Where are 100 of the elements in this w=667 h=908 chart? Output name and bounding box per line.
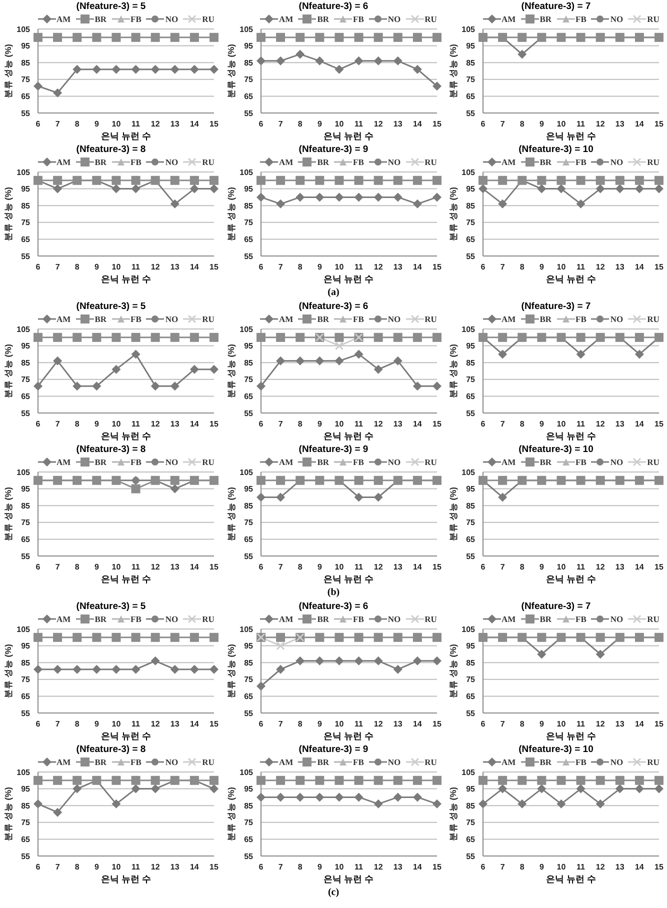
point [131,632,140,642]
x-tick-label: 10 [334,562,344,572]
y-tick-label: 95 [466,42,476,51]
point [295,50,304,59]
x-tick-label: 15 [432,420,442,429]
legend-label: RU [424,14,437,24]
x-tick-label: 13 [615,120,625,129]
x-tick-label: 11 [354,262,364,272]
point [34,332,42,342]
point [537,784,546,794]
point [190,364,199,374]
point [190,664,199,674]
point [150,776,160,785]
x-tick-label: 15 [432,120,442,129]
x-tick-label: 7 [278,862,283,872]
point [256,682,265,691]
x-tick-label: 15 [210,862,219,872]
y-tick-label: 105 [239,468,254,477]
point [210,664,218,674]
x-tick-label: 12 [150,120,160,129]
y-axis-title: 분류 성능 (%) [3,644,14,698]
legend-label: NO [165,314,178,324]
legend-label: NO [610,157,624,167]
point [190,632,199,642]
legend-label: BR [317,314,330,324]
point [634,776,644,785]
x-axis-title: 은닉 뉴런 수 [322,273,374,286]
x-tick-label: 10 [556,420,566,429]
legend-label: RU [647,457,660,467]
x-tick-label: 13 [170,120,180,129]
y-tick-label: 65 [21,392,31,402]
x-tick-label: 10 [112,562,122,572]
point [190,184,199,194]
legend-label: AM [279,614,294,624]
legend-label: BR [317,457,330,467]
point [256,332,265,342]
x-tick-label: 8 [74,720,80,729]
point [170,664,180,674]
y-tick-label: 75 [466,818,476,828]
point [354,56,363,66]
point [314,176,324,185]
point [576,176,586,185]
y-tick-label: 75 [244,675,254,684]
legend-label: AM [279,457,294,467]
y-tick-label: 75 [21,818,31,828]
x-tick-label: 7 [500,420,506,429]
x-tick-label: 7 [55,262,60,272]
point [112,32,121,42]
legend-label: FB [576,157,586,167]
chart-title: (Nfeature-3) = 6 [298,600,370,613]
y-tick-label: 105 [16,24,31,34]
point [276,356,285,366]
legend-label: AM [56,14,71,24]
point [210,32,218,42]
point [295,792,304,802]
x-axis-title: 은닉 뉴런 수 [322,130,374,143]
point [256,792,265,802]
point [210,364,218,374]
y-tick-label: 75 [244,218,254,228]
x-tick-label: 11 [354,420,364,429]
legend-label: RU [647,157,660,167]
legend-label: FB [576,457,586,467]
x-axis-title: 은닉 뉴런 수 [544,430,597,443]
y-tick-label: 85 [21,501,31,510]
legend-label: RU [424,614,437,624]
point [92,32,102,42]
x-tick-label: 12 [596,720,606,729]
point [210,64,218,74]
point [276,632,285,642]
legend-label: AM [279,314,294,324]
x-tick-label: 7 [278,262,283,272]
point [34,382,42,391]
point [314,56,324,66]
x-tick-label: 12 [373,862,383,872]
legend-label: NO [610,457,624,467]
point [432,176,441,185]
x-tick-label: 10 [334,862,344,872]
point [53,808,62,817]
x-tick-label: 9 [316,862,322,872]
x-tick-label: 7 [278,120,283,129]
x-tick-label: 6 [480,262,486,272]
y-tick-label: 105 [239,168,254,177]
point [498,776,508,785]
y-tick-label: 65 [21,835,31,844]
point [432,776,441,785]
legend-label: FB [130,157,142,167]
point [170,176,180,185]
legend-label: FB [576,614,586,624]
point [131,350,140,359]
legend-label: FB [130,314,142,324]
x-tick-label: 7 [500,562,506,572]
x-tick-label: 14 [412,262,422,272]
x-tick-label: 8 [297,262,302,272]
x-tick-label: 7 [500,862,506,872]
point [432,192,441,202]
x-tick-label: 13 [392,562,402,572]
point [412,332,422,342]
y-tick-label: 55 [244,108,254,118]
point [190,176,199,185]
point [354,632,363,642]
